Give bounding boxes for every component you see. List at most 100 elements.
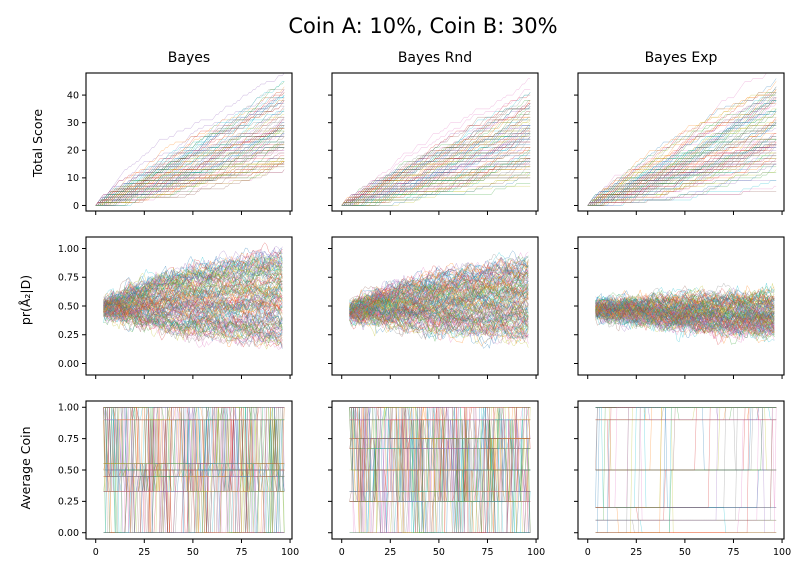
series-line <box>103 300 283 328</box>
series-line <box>341 92 531 206</box>
figure-title: Coin A: 10%, Coin B: 30% <box>288 14 557 38</box>
series-line <box>595 285 775 316</box>
series-line <box>341 125 531 206</box>
series-line <box>103 255 283 316</box>
series-line <box>341 103 531 206</box>
series-line <box>349 312 529 345</box>
series-line <box>595 308 775 330</box>
y-tick-label: 30 <box>67 118 79 129</box>
series-line <box>595 310 775 342</box>
series-line <box>595 300 775 327</box>
x-tick-label: 0 <box>585 547 591 558</box>
series-line <box>587 81 777 206</box>
y-tick-label: 0 <box>73 201 79 212</box>
series-line <box>595 297 775 339</box>
series-group <box>95 73 285 206</box>
series-group <box>349 407 531 533</box>
series-line <box>341 114 531 206</box>
series-line <box>595 469 777 533</box>
series-line <box>103 280 283 317</box>
y-tick-label: 0.00 <box>58 528 79 539</box>
axes-frame <box>85 72 293 212</box>
x-tick-label: 25 <box>138 547 150 558</box>
series-line <box>595 407 777 508</box>
y-tick-label: 1.00 <box>58 244 79 255</box>
series-line <box>349 295 529 324</box>
series-line <box>349 310 529 333</box>
x-tick-label: 75 <box>481 547 493 558</box>
series-line <box>349 258 529 317</box>
series-line <box>95 105 285 206</box>
series-line <box>341 138 531 206</box>
series-line <box>349 407 531 533</box>
x-tick-label: 75 <box>727 547 739 558</box>
series-group <box>349 250 529 349</box>
series-line <box>103 407 285 533</box>
series-line <box>587 133 777 206</box>
series-line <box>595 407 777 508</box>
series-line <box>349 286 529 318</box>
ylabel-posterior: pr(Å₂|D) <box>18 275 33 325</box>
series-line <box>95 100 285 206</box>
series-line <box>595 407 777 508</box>
series-line <box>349 260 529 318</box>
series-line <box>349 407 531 533</box>
y-tick-label: 40 <box>67 90 79 101</box>
series-line <box>595 407 777 508</box>
subplot-r1-c1 <box>328 236 539 379</box>
series-line <box>349 251 529 314</box>
series-line <box>341 141 531 206</box>
ylabel-average-coin: Average Coin <box>18 426 33 509</box>
series-line <box>587 100 777 206</box>
series-line <box>595 407 777 471</box>
subplot-r2-c2: 0 25 50 75 100 <box>574 400 791 558</box>
x-tick-label: 100 <box>527 547 545 558</box>
x-tick-label: 50 <box>679 547 691 558</box>
series-line <box>103 272 283 318</box>
subplot-r1-c2 <box>574 236 785 379</box>
series-line <box>587 191 777 206</box>
series-line <box>103 251 283 312</box>
series-line <box>595 407 777 508</box>
series-line <box>595 287 775 313</box>
series-line <box>587 92 777 206</box>
series-line <box>595 407 777 508</box>
series-line <box>595 407 777 508</box>
x-tick-label: 50 <box>187 547 199 558</box>
series-line <box>595 305 775 328</box>
series-line <box>95 147 285 206</box>
series-line <box>103 250 283 316</box>
series-group <box>587 73 777 206</box>
x-tick-label: 50 <box>433 547 445 558</box>
series-line <box>587 155 777 206</box>
series-line <box>587 147 777 206</box>
series-line <box>349 303 529 335</box>
column-title-bayes-rnd: Bayes Rnd <box>398 50 472 66</box>
series-line <box>103 297 283 342</box>
series-line <box>595 302 775 335</box>
series-line <box>349 419 531 533</box>
series-line <box>341 172 531 206</box>
series-group <box>103 407 285 533</box>
series-line <box>95 73 285 206</box>
series-line <box>349 297 529 323</box>
series-line <box>103 292 283 317</box>
subplot-r2-c0: 0 25 50 75 100 0.00 0.25 0.50 0.75 1.00 <box>58 400 299 558</box>
series-line <box>595 407 777 508</box>
series-group <box>595 407 777 533</box>
series-line <box>349 286 529 314</box>
series-line <box>341 78 531 206</box>
series-line <box>103 302 283 336</box>
series-line <box>349 281 529 317</box>
series-line <box>587 89 777 206</box>
series-line <box>341 177 531 206</box>
series-group <box>341 78 531 206</box>
series-line <box>349 305 529 339</box>
series-line <box>587 86 777 206</box>
series-line <box>103 250 283 312</box>
x-tick-label: 25 <box>384 547 396 558</box>
series-line <box>587 89 777 206</box>
subplot-r0-c0: 0 10 20 30 40 <box>67 72 293 215</box>
